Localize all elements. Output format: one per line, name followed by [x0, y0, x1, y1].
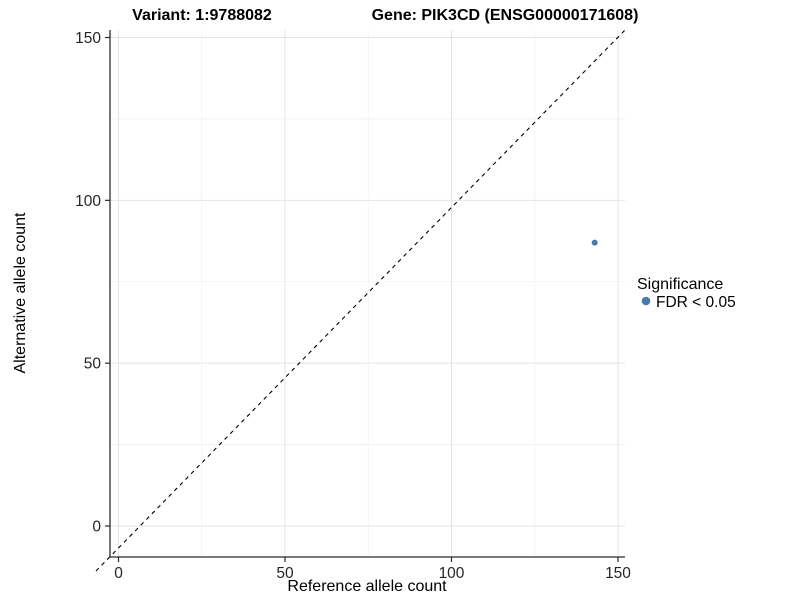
- legend-title: Significance: [637, 276, 723, 293]
- data-point: [591, 239, 598, 246]
- x-tick-label: 50: [276, 565, 294, 582]
- legend-key-dot-icon: [641, 296, 651, 306]
- x-tick-label: 100: [439, 565, 465, 582]
- x-axis-title: Reference allele count: [287, 578, 447, 595]
- x-tick-label: 0: [114, 565, 123, 582]
- legend: Significance FDR < 0.05: [637, 276, 736, 311]
- legend-item-label: FDR < 0.05: [656, 294, 736, 311]
- gene-title: Gene: PIK3CD (ENSG00000171608): [372, 7, 639, 24]
- y-tick-label: 100: [75, 193, 101, 210]
- variant-title: Variant: 1:9788082: [132, 7, 272, 24]
- y-tick-label: 0: [92, 519, 101, 536]
- identity-reference-line: [95, 27, 628, 572]
- x-tick-label: 150: [605, 565, 631, 582]
- y-axis-title: Alternative allele count: [12, 212, 29, 374]
- y-tick-label: 150: [75, 30, 101, 47]
- plot-area: 0 50 100 150 0 50 100 150: [75, 27, 631, 582]
- y-tick-label: 50: [84, 356, 102, 373]
